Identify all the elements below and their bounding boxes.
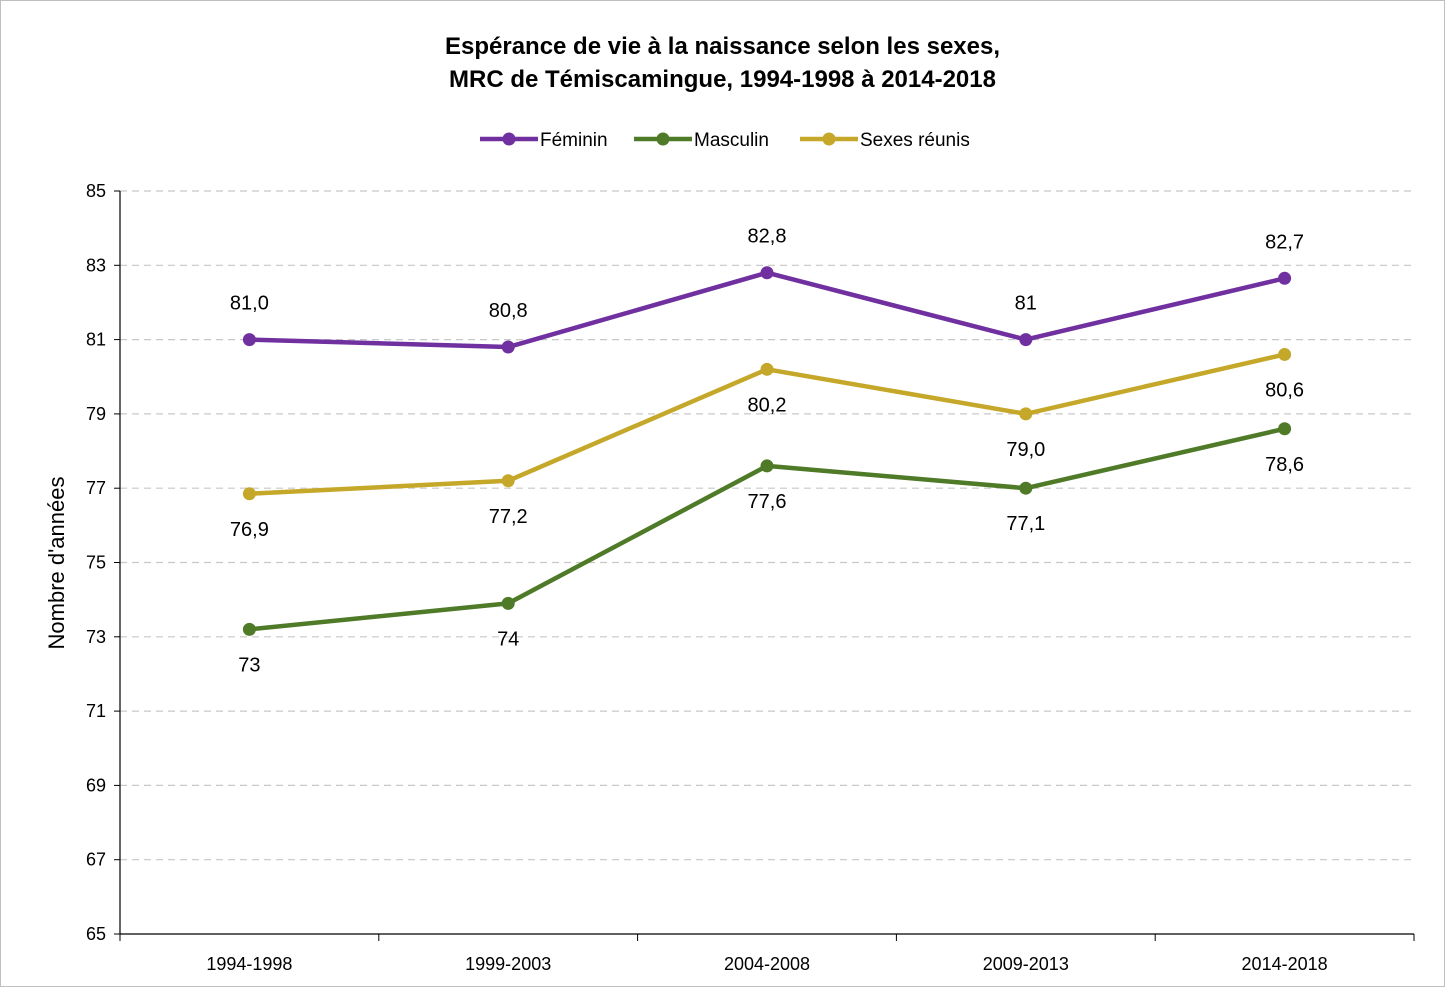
series-line	[247, 270, 1287, 350]
y-tick-label: 69	[86, 775, 106, 795]
data-point	[242, 333, 256, 347]
data-label: 77,1	[1006, 513, 1045, 535]
data-point	[760, 459, 774, 473]
chart-title: Espérance de vie à la naissance selon le…	[444, 33, 1000, 60]
y-tick-label: 73	[86, 627, 106, 647]
chart-subtitle: MRC de Témiscamingue, 1994-1998 à 2014-2…	[449, 66, 996, 93]
series-line	[247, 426, 1287, 632]
legend-marker	[656, 132, 670, 146]
x-tick-label: 1999-2003	[465, 954, 551, 974]
data-label: 77,2	[489, 506, 528, 528]
y-tick-label: 67	[86, 850, 106, 870]
y-tick-label: 65	[86, 924, 106, 944]
data-label: 81,0	[230, 293, 269, 315]
x-tick-label: 2009-2013	[983, 954, 1069, 974]
x-tick-label: 2004-2008	[724, 954, 810, 974]
data-label: 80,8	[489, 300, 528, 322]
data-point	[760, 362, 774, 376]
data-point	[1278, 347, 1292, 361]
legend-item: Féminin	[480, 130, 608, 151]
data-label: 80,2	[748, 394, 787, 416]
data-point	[1019, 481, 1033, 495]
data-label: 82,7	[1265, 231, 1304, 253]
y-tick-label: 75	[86, 553, 106, 573]
legend-marker	[822, 132, 836, 146]
data-label: 77,6	[748, 491, 787, 513]
data-label: 73	[238, 654, 260, 676]
y-axis-title: Nombre d'années	[44, 477, 69, 650]
series-2: 76,9 77,2 80,2 79,0 80,6	[230, 347, 1304, 541]
y-tick-label: 83	[86, 255, 106, 275]
chart-title-block: Espérance de vie à la naissance selon le…	[0, 30, 1445, 96]
x-tick-label: 2014-2018	[1242, 954, 1328, 974]
legend-label: Masculin	[694, 130, 769, 151]
series-0: 81,0 80,8 82,8 81 82,7	[230, 226, 1304, 354]
series-group: 81,0 80,8 82,8 81 82,7 73 74 77,6 77,1 78,6 76,9 77…	[230, 226, 1304, 677]
y-tick-label: 77	[86, 478, 106, 498]
data-point	[501, 340, 515, 354]
data-point	[1278, 422, 1292, 436]
data-point	[1278, 271, 1292, 285]
legend-marker	[502, 132, 516, 146]
gridlines	[120, 190, 1414, 861]
legend-item: Sexes réunis	[800, 130, 970, 151]
data-point	[242, 487, 256, 501]
data-label: 74	[497, 628, 519, 650]
series-1: 73 74 77,6 77,1 78,6	[238, 422, 1304, 676]
y-tick-label: 85	[86, 181, 106, 201]
legend-label: Sexes réunis	[860, 130, 970, 151]
data-point	[1019, 333, 1033, 347]
data-label: 82,8	[748, 226, 787, 248]
legend-item: Masculin	[634, 130, 769, 151]
data-label: 81	[1015, 293, 1037, 315]
data-point	[501, 474, 515, 488]
y-tick-label: 79	[86, 404, 106, 424]
data-point	[1019, 407, 1033, 421]
data-label: 79,0	[1006, 439, 1045, 461]
data-point	[501, 596, 515, 610]
legend: Féminin Masculin Sexes réunis	[480, 130, 970, 151]
data-point	[242, 622, 256, 636]
axes: 65 67 69 71 73 75 77 79 81 83 85 1994-1998 1999-2003…	[86, 181, 1415, 974]
data-label: 80,6	[1265, 379, 1304, 401]
data-label: 76,9	[230, 519, 269, 541]
y-tick-label: 71	[86, 701, 106, 721]
x-tick-label: 1994-1998	[206, 954, 292, 974]
data-label: 78,6	[1265, 454, 1304, 476]
y-tick-label: 81	[86, 330, 106, 350]
data-point	[760, 266, 774, 280]
legend-label: Féminin	[540, 130, 608, 151]
